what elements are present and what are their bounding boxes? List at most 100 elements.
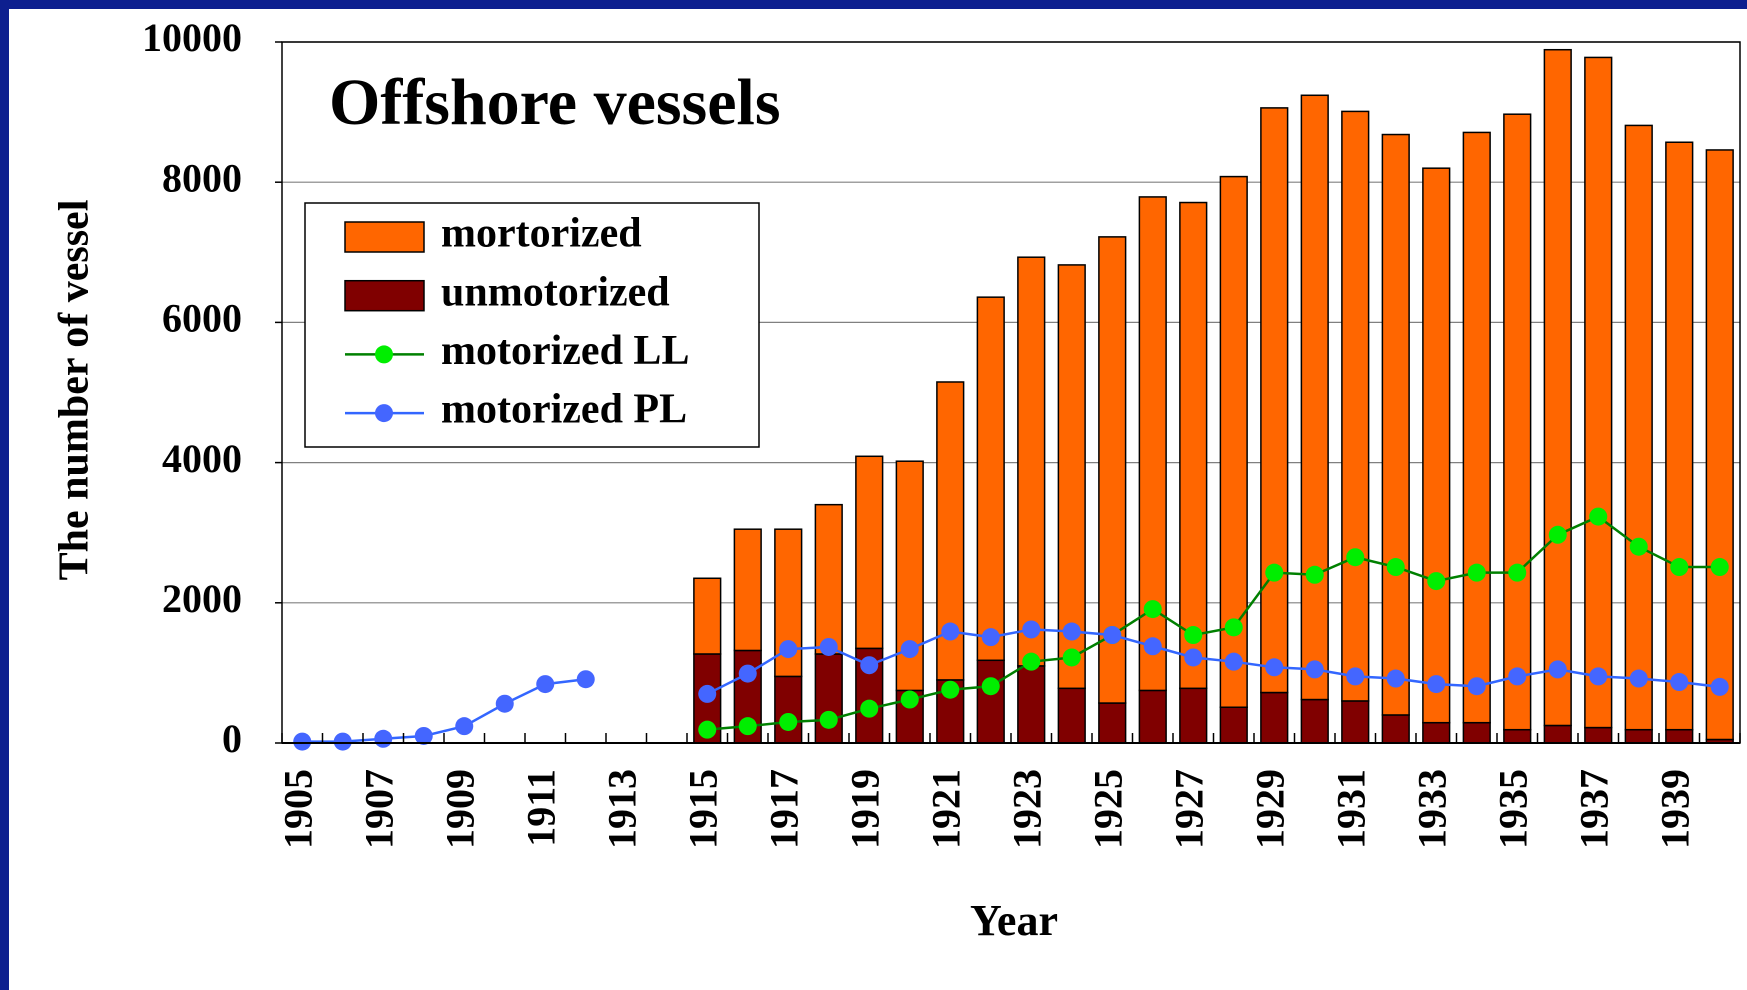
x-tick-label: 1919	[842, 769, 887, 849]
marker	[900, 690, 919, 709]
x-tick-label: 1939	[1652, 769, 1697, 849]
bar-segment	[1705, 149, 1734, 741]
bar-segment	[814, 653, 843, 744]
bar-segment	[733, 528, 762, 652]
bar-segment	[1017, 665, 1046, 744]
marker	[981, 628, 1000, 647]
bar-segment	[1462, 721, 1491, 744]
marker	[1062, 648, 1081, 667]
marker	[536, 675, 555, 694]
bar-segment	[855, 455, 884, 650]
x-tick-label: 1921	[923, 769, 968, 849]
marker	[1589, 507, 1608, 526]
marker	[374, 729, 393, 748]
legend-label: mortorized	[441, 211, 642, 257]
marker	[1427, 572, 1446, 591]
bar-segment	[1422, 721, 1451, 744]
bar-segment	[693, 577, 722, 655]
marker	[1386, 669, 1405, 688]
marker	[738, 664, 757, 683]
marker	[1710, 677, 1729, 696]
marker	[698, 684, 717, 703]
marker	[860, 656, 879, 675]
marker	[1143, 637, 1162, 656]
bar-segment	[1179, 201, 1208, 690]
marker	[1022, 620, 1041, 639]
marker	[738, 717, 757, 736]
x-tick-label: 1929	[1247, 769, 1292, 849]
bar-segment	[1057, 687, 1086, 744]
marker	[1629, 537, 1648, 556]
bar-segment	[1341, 700, 1370, 744]
legend-label: motorized LL	[441, 328, 689, 374]
marker	[819, 637, 838, 656]
y-tick-label: 8000	[162, 155, 242, 200]
marker	[333, 732, 352, 751]
bar-segment	[1300, 94, 1329, 701]
marker	[576, 670, 595, 689]
x-tick-label: 1907	[356, 769, 401, 849]
y-axis-label: The number of vessel	[52, 200, 98, 581]
marker	[1589, 667, 1608, 686]
marker	[1143, 600, 1162, 619]
marker	[1670, 673, 1689, 692]
x-tick-label: 1911	[518, 769, 563, 847]
marker	[1548, 525, 1567, 544]
bar-segment	[1624, 728, 1653, 744]
bar-segment	[774, 675, 803, 744]
bar-segment	[1503, 728, 1532, 744]
bar-segment	[976, 659, 1005, 744]
marker	[1184, 648, 1203, 667]
x-tick-label: 1905	[275, 769, 320, 849]
y-tick-label: 10000	[142, 15, 242, 60]
marker	[1427, 675, 1446, 694]
marker	[1508, 667, 1527, 686]
marker	[1670, 558, 1689, 577]
bar-segment	[1381, 714, 1410, 744]
bar-segment	[1138, 689, 1167, 744]
bar-segment	[1057, 264, 1086, 690]
legend-swatch	[344, 279, 425, 312]
chart-title: Offshore vessels	[329, 66, 781, 139]
marker	[455, 717, 474, 736]
bar-segment	[1543, 724, 1572, 744]
bar-segment	[1179, 687, 1208, 744]
marker	[981, 677, 1000, 696]
bar-segment	[1422, 167, 1451, 724]
bar-segment	[1584, 726, 1613, 744]
x-tick-label: 1915	[680, 769, 725, 849]
marker	[941, 680, 960, 699]
bar-segment	[1665, 728, 1694, 744]
marker	[1548, 660, 1567, 679]
y-tick-label: 4000	[162, 436, 242, 481]
x-tick-label: 1933	[1409, 769, 1454, 849]
x-tick-label: 1913	[599, 769, 644, 849]
marker	[1265, 563, 1284, 582]
marker	[293, 732, 312, 751]
marker	[1184, 626, 1203, 645]
x-tick-label: 1917	[761, 769, 806, 849]
bar-segment	[1584, 56, 1613, 729]
legend-swatch	[344, 221, 425, 253]
bar-segment	[1260, 107, 1289, 694]
bar-segment	[1260, 691, 1289, 744]
marker	[1386, 558, 1405, 577]
x-axis-label: Year	[970, 896, 1058, 945]
marker	[495, 694, 514, 713]
bar-segment	[1341, 110, 1370, 702]
marker	[819, 710, 838, 729]
bar-segment	[1503, 113, 1532, 731]
marker	[1467, 563, 1486, 582]
x-tick-label: 1923	[1004, 769, 1049, 849]
marker	[1062, 622, 1081, 641]
marker	[1629, 669, 1648, 688]
marker	[1224, 652, 1243, 671]
legend-label: unmotorized	[441, 269, 670, 315]
bar-segment	[1017, 256, 1046, 667]
bar-segment	[976, 296, 1005, 662]
marker	[414, 726, 433, 745]
marker	[1467, 677, 1486, 696]
bar-segment	[1665, 141, 1694, 731]
bar-segment	[814, 503, 843, 655]
